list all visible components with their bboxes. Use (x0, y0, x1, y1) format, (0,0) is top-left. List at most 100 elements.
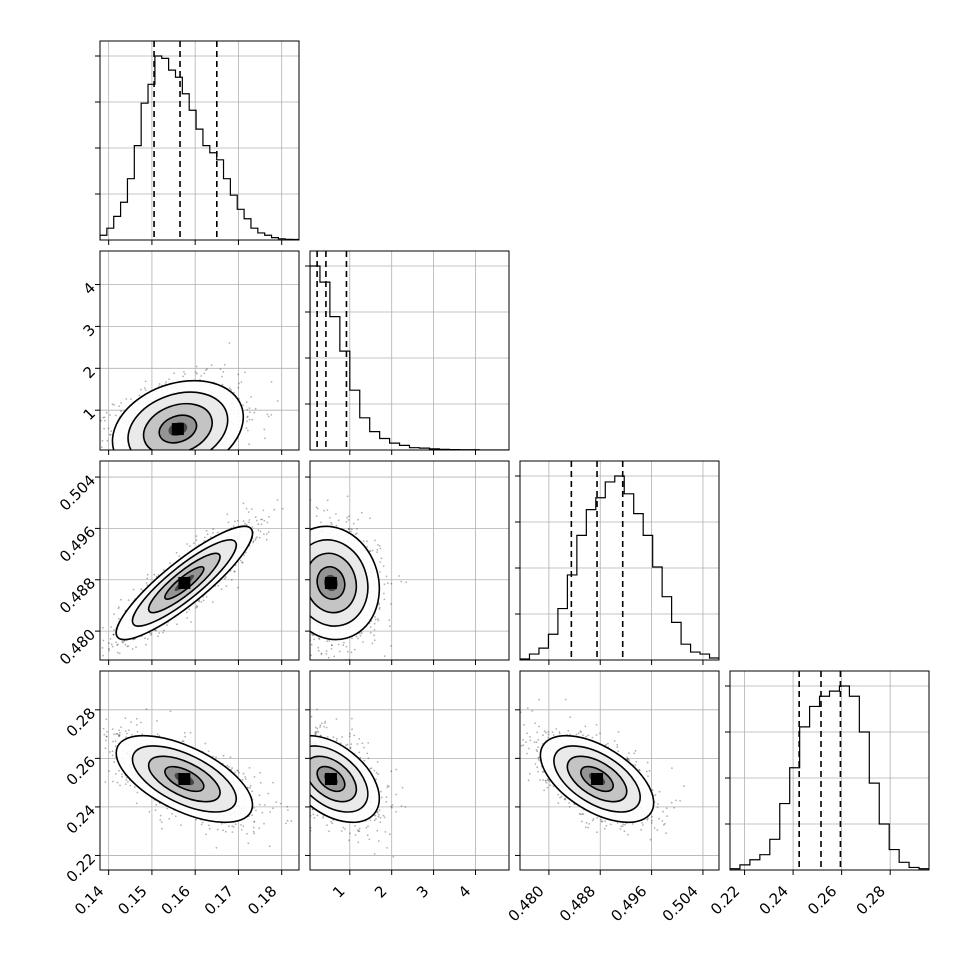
sample-point (233, 465, 235, 467)
panel-frame (99, 250, 300, 451)
sample-point (345, 645, 348, 648)
sample-point (186, 464, 188, 466)
sample-point (188, 608, 191, 611)
sample-point (174, 453, 176, 455)
sample-point (86, 656, 88, 658)
sample-point (184, 463, 186, 465)
sample-point (244, 522, 246, 525)
sample-point (326, 640, 329, 643)
sample-point (257, 523, 260, 526)
sample-point (257, 529, 260, 532)
sample-point (356, 528, 358, 530)
sample-point (376, 618, 379, 620)
sample-point (96, 660, 98, 662)
sample-point (251, 526, 254, 528)
sample-point (354, 533, 357, 536)
sample-point (379, 561, 382, 563)
sample-point (377, 619, 380, 622)
sample-point (373, 622, 376, 625)
sample-point (247, 429, 249, 432)
sample-point (224, 577, 226, 580)
sample-point (112, 483, 114, 485)
sample-point (248, 407, 251, 409)
sample-point (230, 579, 233, 581)
sample-point (174, 478, 176, 480)
sample-point (360, 511, 363, 514)
sample-point (145, 582, 148, 584)
sample-point (133, 786, 136, 788)
sample-point (118, 405, 121, 408)
sample-point (138, 462, 140, 464)
sample-point (182, 465, 184, 467)
sample-point (191, 459, 193, 461)
sample-point (96, 668, 98, 670)
sample-point (335, 513, 337, 515)
sample-point (206, 473, 208, 475)
sample-point (320, 653, 323, 656)
sample-point (94, 447, 96, 449)
sample-point (221, 451, 223, 453)
sample-point (177, 451, 179, 453)
sample-point (145, 453, 147, 455)
sample-point (239, 559, 242, 562)
sample-point (163, 452, 165, 454)
sample-point (383, 592, 385, 595)
sample-point (317, 649, 320, 652)
sample-point (200, 601, 203, 603)
sample-point (237, 373, 240, 376)
sample-point (157, 462, 159, 464)
sample-point (212, 528, 215, 531)
sample-point (331, 644, 333, 647)
sample-point (176, 452, 178, 454)
sample-point (248, 418, 251, 421)
sample-point (338, 650, 341, 653)
sample-point (210, 364, 213, 367)
sample-point (125, 398, 128, 400)
sample-point (390, 645, 392, 647)
sample-point (255, 519, 258, 522)
sample-point (250, 508, 253, 510)
sample-point (247, 415, 249, 418)
sample-point (217, 457, 219, 459)
sample-point (124, 643, 127, 646)
sample-point (162, 569, 165, 571)
sample-point (158, 454, 160, 456)
sample-point (163, 457, 165, 459)
sample-point (145, 472, 147, 474)
sample-point (158, 632, 161, 634)
sample-point (267, 415, 270, 418)
sample-point (127, 599, 130, 602)
sample-point (234, 564, 237, 567)
sample-point (156, 451, 158, 453)
sample-point (219, 368, 222, 370)
sample-point (318, 637, 320, 640)
sample-point (131, 648, 134, 650)
sample-point (122, 641, 124, 644)
sample-point (113, 629, 115, 631)
sample-point (254, 407, 257, 410)
sample-point (196, 605, 199, 608)
sample-point (346, 650, 349, 653)
sample-point (147, 469, 149, 471)
sample-point (51, 441, 53, 443)
sample-point (330, 648, 333, 650)
sample-point (163, 462, 165, 464)
sample-point (380, 557, 383, 560)
sample-point (131, 452, 133, 454)
density-peak (324, 576, 337, 589)
sample-point (116, 644, 118, 647)
sample-point (178, 451, 180, 453)
sample-point (227, 521, 230, 524)
sample-point (226, 513, 229, 516)
sample-point (206, 533, 209, 536)
sample-point (153, 453, 155, 455)
sample-point (376, 548, 379, 551)
sample-point (113, 613, 115, 615)
sample-point (245, 427, 248, 429)
sample-point (320, 521, 322, 524)
sample-point (147, 471, 149, 473)
sample-point (186, 543, 189, 545)
sample-point (157, 454, 159, 456)
sample-point (170, 451, 172, 453)
sample-point (121, 640, 124, 643)
